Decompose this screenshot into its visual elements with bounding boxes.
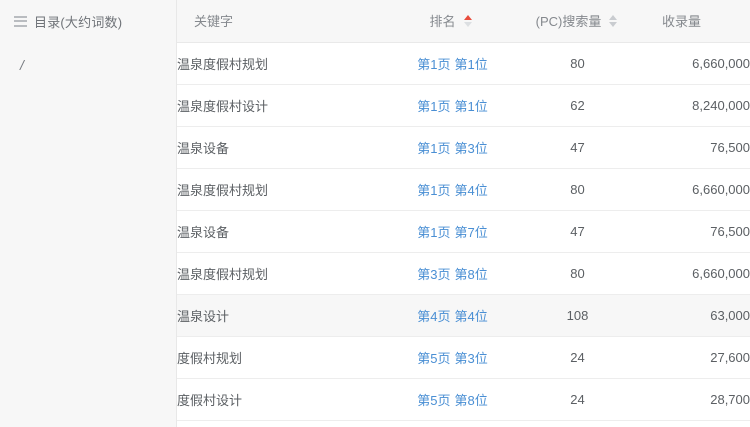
column-header-rank-label: 排名: [429, 14, 456, 30]
cell-indexed-count: 6,660,000: [635, 252, 750, 295]
cell-rank: 第1页 第7位: [385, 210, 520, 253]
cell-rank: 第4页 第4位: [385, 294, 520, 337]
cell-keyword: 温泉度假村规划: [177, 252, 385, 295]
table-header: 关键字 排名 (PC)搜: [177, 0, 750, 43]
rank-page: 第5页: [417, 350, 451, 366]
sidebar-item-label: /: [20, 57, 24, 73]
table-row[interactable]: 温泉设备 第1页 第3位 47 76,500: [177, 126, 750, 169]
cell-search-volume: 24: [520, 378, 635, 421]
sidebar-header: 目录(大约词数): [0, 0, 176, 42]
cell-keyword: 度假村设计: [177, 378, 385, 421]
rank-position: 第8位: [454, 266, 488, 282]
cell-indexed-count: 63,000: [635, 294, 750, 337]
sort-descending-icon[interactable]: [463, 21, 472, 27]
rank-position: 第3位: [454, 140, 488, 156]
rank-link[interactable]: 第5页 第8位: [417, 393, 487, 408]
rank-link[interactable]: 第3页 第8位: [417, 267, 487, 282]
cell-indexed-count: 76,500: [635, 210, 750, 253]
cell-search-volume: 80: [520, 252, 635, 295]
sort-toggle-volume[interactable]: [609, 14, 618, 27]
table-header-row: 关键字 排名 (PC)搜: [177, 0, 750, 43]
rank-position: 第4位: [454, 308, 488, 324]
cell-rank: 第1页 第4位: [385, 168, 520, 211]
keyword-ranking-table: 关键字 排名 (PC)搜: [177, 0, 750, 421]
cell-indexed-count: 6,660,000: [635, 168, 750, 211]
cell-rank: 第1页 第3位: [385, 126, 520, 169]
rank-page: 第4页: [417, 308, 451, 324]
rank-page: 第1页: [417, 182, 451, 198]
rank-page: 第5页: [417, 392, 451, 408]
sort-ascending-icon[interactable]: [463, 14, 472, 20]
table-row[interactable]: 温泉度假村设计 第1页 第1位 62 8,240,000: [177, 84, 750, 127]
cell-search-volume: 24: [520, 336, 635, 379]
sort-toggle-rank[interactable]: [463, 14, 472, 27]
table-row[interactable]: 温泉度假村规划 第1页 第4位 80 6,660,000: [177, 168, 750, 211]
cell-search-volume: 47: [520, 210, 635, 253]
column-header-volume-label: (PC)搜索量: [535, 14, 602, 30]
column-header-indexed-label: 收录量: [661, 14, 701, 30]
rank-position: 第4位: [454, 182, 488, 198]
rank-page: 第1页: [417, 224, 451, 240]
rank-position: 第7位: [454, 224, 488, 240]
sidebar-tree: /: [0, 42, 176, 80]
cell-rank: 第5页 第3位: [385, 336, 520, 379]
column-header-rank[interactable]: 排名: [385, 0, 520, 43]
cell-rank: 第3页 第8位: [385, 252, 520, 295]
cell-indexed-count: 28,700: [635, 378, 750, 421]
cell-search-volume: 80: [520, 168, 635, 211]
cell-rank: 第5页 第8位: [385, 378, 520, 421]
list-icon: [14, 15, 27, 27]
rank-link[interactable]: 第1页 第4位: [417, 183, 487, 198]
sort-descending-icon[interactable]: [609, 21, 618, 27]
cell-keyword: 温泉设备: [177, 126, 385, 169]
cell-search-volume: 80: [520, 42, 635, 85]
cell-keyword: 温泉设计: [177, 294, 385, 337]
table-row[interactable]: 温泉设计 第4页 第4位 108 63,000: [177, 294, 750, 337]
column-header-keyword-label: 关键字: [194, 14, 234, 30]
sidebar-header-label: 目录(大约词数): [34, 14, 123, 30]
rank-position: 第3位: [454, 350, 488, 366]
rank-link[interactable]: 第1页 第7位: [417, 225, 487, 240]
cell-search-volume: 62: [520, 84, 635, 127]
rank-page: 第1页: [417, 56, 451, 72]
cell-rank: 第1页 第1位: [385, 42, 520, 85]
rank-position: 第8位: [454, 392, 488, 408]
cell-indexed-count: 27,600: [635, 336, 750, 379]
cell-indexed-count: 6,660,000: [635, 42, 750, 85]
column-header-indexed: 收录量: [635, 0, 750, 43]
column-header-keyword: 关键字: [177, 0, 385, 43]
table-row[interactable]: 度假村设计 第5页 第8位 24 28,700: [177, 378, 750, 421]
cell-keyword: 度假村规划: [177, 336, 385, 379]
rank-link[interactable]: 第4页 第4位: [417, 309, 487, 324]
table-row[interactable]: 温泉度假村规划 第3页 第8位 80 6,660,000: [177, 252, 750, 295]
cell-indexed-count: 76,500: [635, 126, 750, 169]
sidebar: 目录(大约词数) /: [0, 0, 177, 427]
table-row[interactable]: 温泉度假村规划 第1页 第1位 80 6,660,000: [177, 42, 750, 85]
rank-link[interactable]: 第1页 第1位: [417, 99, 487, 114]
rank-link[interactable]: 第1页 第3位: [417, 141, 487, 156]
cell-keyword: 温泉度假村设计: [177, 84, 385, 127]
rank-page: 第1页: [417, 98, 451, 114]
sidebar-item-root[interactable]: /: [0, 50, 176, 80]
rank-page: 第1页: [417, 140, 451, 156]
rank-page: 第3页: [417, 266, 451, 282]
cell-search-volume: 108: [520, 294, 635, 337]
cell-keyword: 温泉度假村规划: [177, 42, 385, 85]
rank-position: 第1位: [454, 56, 488, 72]
rank-position: 第1位: [454, 98, 488, 114]
cell-keyword: 温泉度假村规划: [177, 168, 385, 211]
sort-ascending-icon[interactable]: [609, 14, 618, 20]
table-body: 温泉度假村规划 第1页 第1位 80 6,660,000 温泉度假村设计 第1页 第1位 62 8…: [177, 42, 750, 421]
table-row[interactable]: 度假村规划 第5页 第3位 24 27,600: [177, 336, 750, 379]
rank-link[interactable]: 第5页 第3位: [417, 351, 487, 366]
cell-indexed-count: 8,240,000: [635, 84, 750, 127]
table-panel: 关键字 排名 (PC)搜: [177, 0, 750, 427]
rank-link[interactable]: 第1页 第1位: [417, 57, 487, 72]
column-header-volume[interactable]: (PC)搜索量: [520, 0, 635, 43]
table-row[interactable]: 温泉设备 第1页 第7位 47 76,500: [177, 210, 750, 253]
cell-rank: 第1页 第1位: [385, 84, 520, 127]
cell-search-volume: 47: [520, 126, 635, 169]
cell-keyword: 温泉设备: [177, 210, 385, 253]
